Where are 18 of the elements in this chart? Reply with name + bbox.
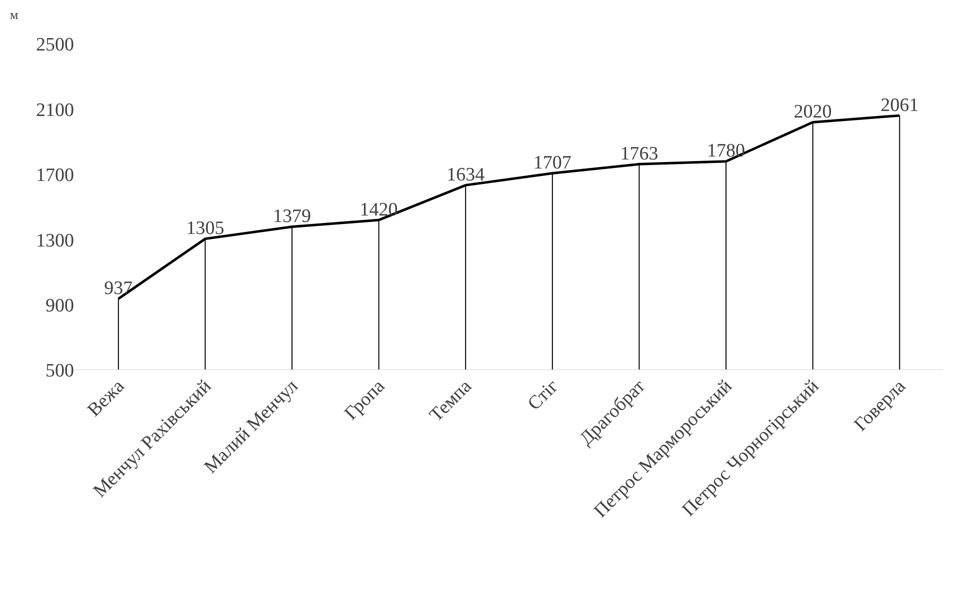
y-tick-label: 500 — [46, 360, 74, 382]
data-label: 1305 — [186, 218, 224, 240]
y-tick-label: 1300 — [36, 230, 74, 252]
data-label: 2061 — [880, 94, 919, 116]
y-tick-label: 2500 — [36, 34, 74, 56]
data-label: 1379 — [273, 206, 311, 227]
data-label: 1634 — [446, 164, 486, 186]
y-tick-label: 1700 — [36, 165, 74, 186]
data-label: 1763 — [620, 143, 658, 164]
y-tick-label: 2100 — [36, 100, 74, 121]
data-label: 1707 — [533, 152, 572, 174]
y-axis-title: м — [10, 7, 18, 22]
x-tick-label: Стіг — [524, 376, 563, 415]
y-tick-label: 900 — [46, 295, 74, 316]
data-label: 1420 — [360, 199, 398, 220]
data-label: 1780 — [707, 140, 745, 162]
data-label: 2020 — [794, 101, 832, 122]
data-label: 937 — [104, 278, 133, 300]
